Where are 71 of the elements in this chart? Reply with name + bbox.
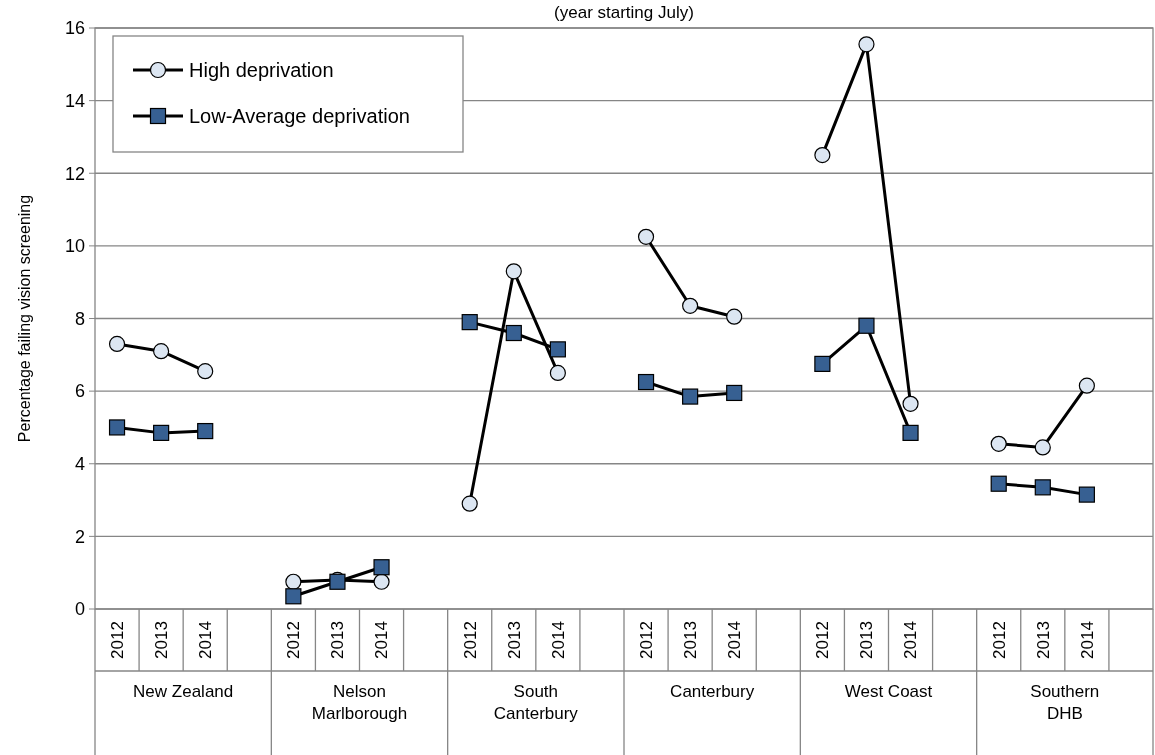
point xyxy=(902,395,919,412)
y-tick-label: 12 xyxy=(64,163,85,184)
point xyxy=(858,36,875,53)
y-tick-label: 16 xyxy=(64,18,85,39)
text: Canterbury xyxy=(670,682,755,701)
point xyxy=(505,324,522,342)
text: New Zealand xyxy=(133,682,234,701)
text: Southern DHB xyxy=(1030,682,1100,723)
x-tick-label: 2014 xyxy=(372,621,392,659)
text: South Canterbury xyxy=(493,682,579,723)
x-tick-label: 2012 xyxy=(284,621,304,659)
x-tick-label: 2012 xyxy=(107,621,127,659)
point xyxy=(1078,486,1095,503)
point xyxy=(461,495,478,512)
x-tick-label: 2012 xyxy=(813,621,833,659)
x-tick-label: 2013 xyxy=(1033,621,1053,659)
x-tick-label: 2013 xyxy=(857,621,877,659)
y-tick-label: 0 xyxy=(74,599,85,620)
point xyxy=(549,341,566,358)
x-tick-label: 2012 xyxy=(636,621,656,659)
point xyxy=(549,364,566,382)
x-tick-label: 2014 xyxy=(1077,621,1097,659)
point xyxy=(726,384,743,402)
point xyxy=(637,228,655,245)
x-tick-label: 2014 xyxy=(901,621,921,659)
point xyxy=(814,146,831,164)
point xyxy=(461,314,478,331)
point xyxy=(1034,439,1051,456)
x-tick-label: 2012 xyxy=(460,621,480,659)
point xyxy=(682,297,699,314)
point xyxy=(197,363,214,380)
point xyxy=(285,588,302,605)
x-tick-label: 2013 xyxy=(504,621,524,659)
x-tick-label: 2014 xyxy=(196,621,216,659)
point xyxy=(858,317,875,334)
text: West Coast xyxy=(844,682,933,701)
point xyxy=(814,355,831,372)
legend-label: High deprivation xyxy=(189,59,334,81)
x-tick-label: 2013 xyxy=(681,621,701,659)
y-tick-label: 4 xyxy=(74,454,85,475)
y-tick-label: 2 xyxy=(74,526,85,547)
point xyxy=(197,422,214,440)
chart-title: (year starting July) xyxy=(554,3,694,22)
x-tick-label: 2013 xyxy=(152,621,172,659)
point xyxy=(108,335,126,353)
point xyxy=(505,263,522,280)
y-tick-label: 6 xyxy=(74,381,85,402)
point xyxy=(990,475,1007,492)
point xyxy=(373,573,390,590)
y-tick-label: 10 xyxy=(64,236,85,257)
point xyxy=(902,424,919,441)
point xyxy=(108,419,126,436)
point xyxy=(990,435,1007,452)
point xyxy=(682,388,699,405)
y-axis-title: Percentage failing vision screening xyxy=(16,194,33,443)
text: Nelson Marlborough xyxy=(311,682,408,723)
point xyxy=(153,424,170,441)
x-tick-label: 2014 xyxy=(725,621,745,659)
point xyxy=(1034,479,1051,496)
point xyxy=(637,373,655,391)
x-tick-label: 2012 xyxy=(989,621,1009,659)
point xyxy=(153,343,170,360)
point xyxy=(285,573,302,590)
point xyxy=(1078,377,1095,394)
legend-label: Low-Average deprivation xyxy=(189,105,410,127)
x-tick-label: 2014 xyxy=(548,621,568,659)
point xyxy=(726,308,743,325)
point xyxy=(373,559,390,576)
y-tick-label: 14 xyxy=(64,90,85,111)
y-tick-label: 8 xyxy=(74,308,85,329)
x-tick-label: 2013 xyxy=(328,621,348,659)
